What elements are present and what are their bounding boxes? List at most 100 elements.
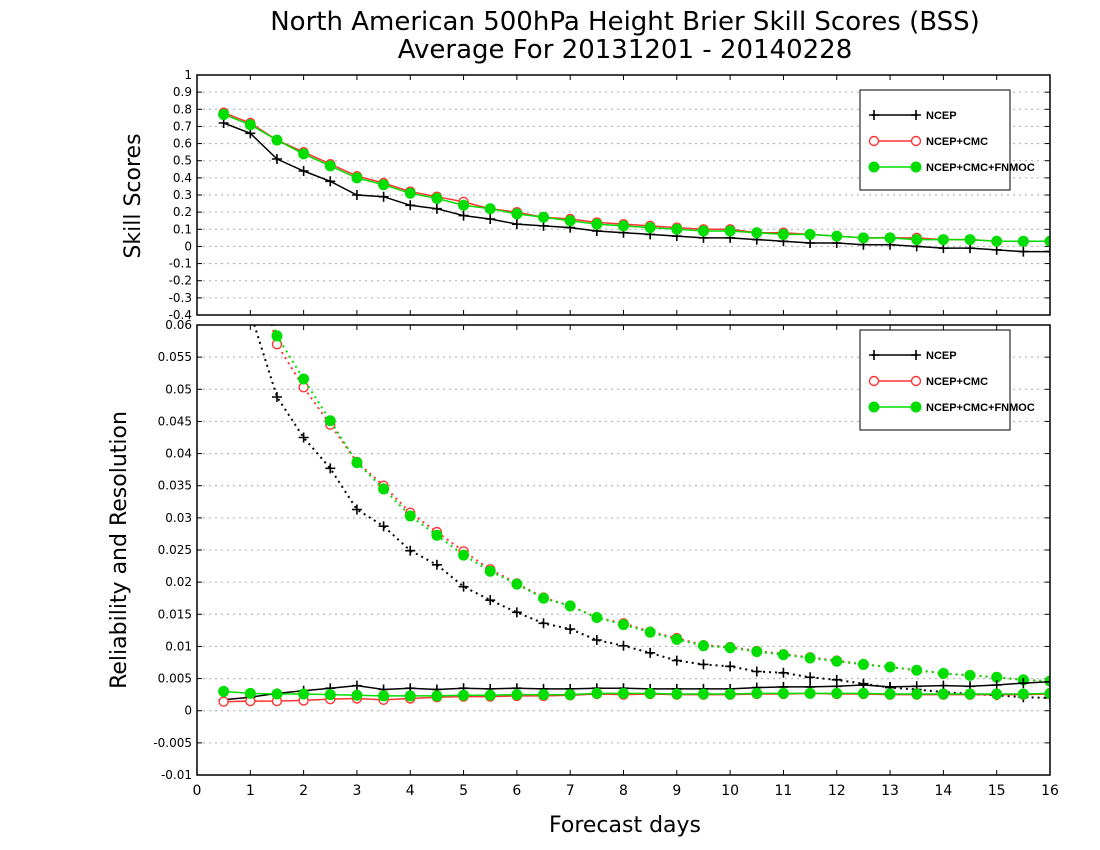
top-data-point xyxy=(298,166,309,176)
x-tick-label: 7 xyxy=(566,783,575,799)
top-data-point xyxy=(271,134,283,146)
bottom-data-point xyxy=(351,689,363,701)
x-tick-label: 1 xyxy=(246,783,255,799)
top-data-point xyxy=(244,119,256,131)
bottom-data-point xyxy=(964,688,976,700)
bottom-data-point xyxy=(645,647,656,658)
top-legend-label: NCEP+CMC xyxy=(926,136,988,148)
top-data-point xyxy=(485,214,496,224)
top-y-tick-label: 0.5 xyxy=(173,154,192,168)
bottom-data-point xyxy=(298,688,310,700)
bottom-legend-marker xyxy=(869,350,879,360)
bottom-data-point xyxy=(484,565,496,577)
top-data-point xyxy=(1017,235,1029,247)
bottom-data-point xyxy=(937,688,949,700)
bottom-data-point xyxy=(378,483,390,495)
bottom-data-point xyxy=(644,626,656,638)
top-data-point xyxy=(671,223,683,235)
bottom-y-tick-label: 0.035 xyxy=(158,479,192,493)
bottom-y-tick-label: -0.005 xyxy=(153,736,192,750)
bottom-data-point xyxy=(831,687,843,699)
bottom-y-tick-label: 0.025 xyxy=(158,543,192,557)
x-tick-label: 0 xyxy=(193,783,202,799)
bottom-y-tick-label: 0.01 xyxy=(165,639,192,653)
top-data-point xyxy=(298,148,310,160)
bottom-data-point xyxy=(1045,676,1050,687)
bottom-y-tick-label: 0 xyxy=(184,704,192,718)
bottom-data-point xyxy=(271,688,283,700)
bottom-data-point xyxy=(724,688,736,700)
bottom-series-line-ncep-cmc-fnmoc-resolution xyxy=(272,325,1050,683)
bottom-legend-label: NCEP xyxy=(926,350,957,362)
top-data-point xyxy=(591,218,603,230)
top-data-point xyxy=(991,235,1003,247)
top-data-point xyxy=(378,179,390,191)
bottom-data-point xyxy=(991,680,1002,690)
top-y-tick-label: 0 xyxy=(184,239,192,253)
bottom-data-point xyxy=(884,688,896,700)
top-data-point xyxy=(351,172,363,184)
bottom-data-point xyxy=(618,640,629,651)
bottom-data-point xyxy=(565,624,576,635)
top-y-tick-label: -0.3 xyxy=(169,291,192,305)
bottom-data-point xyxy=(219,128,228,137)
bottom-series-line-ncep-reliability xyxy=(223,681,1050,701)
reliability-resolution-panel: -0.01 -0.005 0 0.005 0.01 0.015 0.02 0.025 0.03 0… xyxy=(153,127,1059,799)
top-legend-marker xyxy=(910,161,922,173)
bottom-data-point xyxy=(458,689,470,701)
bottom-data-point xyxy=(991,688,1003,700)
bottom-legend-box xyxy=(859,329,1011,431)
bottom-data-point xyxy=(538,618,549,629)
top-y-tick-label: 0.8 xyxy=(173,102,192,116)
bottom-data-point xyxy=(778,667,789,678)
top-legend-marker xyxy=(911,110,921,120)
x-tick-label: 3 xyxy=(352,783,361,799)
skill-score-panel: -0.4 -0.3 -0.2 -0.1 0 0.1 0.2 0.3 0.4 0.5 0.6 0.7 0.… xyxy=(169,68,1051,322)
bottom-data-point xyxy=(404,690,416,702)
bottom-y-tick-label: 0.055 xyxy=(158,350,192,364)
bottom-data-point xyxy=(538,592,550,604)
top-data-point xyxy=(564,215,576,227)
x-tick-label: 11 xyxy=(775,783,793,799)
top-y-tick-label: 0.1 xyxy=(173,222,192,236)
top-y-tick-label: 1 xyxy=(184,68,192,82)
bottom-data-point xyxy=(484,689,496,701)
bottom-data-point xyxy=(591,612,603,623)
bottom-data-point xyxy=(325,463,336,474)
bottom-data-point xyxy=(805,672,816,683)
bottom-data-point xyxy=(298,432,309,443)
bottom-data-point xyxy=(219,191,229,201)
top-y-tick-label: -0.2 xyxy=(169,274,192,288)
top-data-point xyxy=(937,234,949,246)
bottom-data-point xyxy=(404,510,416,522)
top-legend-label: NCEP xyxy=(926,110,957,122)
top-y-tick-label: 0.4 xyxy=(173,171,192,185)
top-data-point xyxy=(751,227,763,239)
bottom-data-point xyxy=(219,127,229,137)
bottom-data-point xyxy=(378,690,390,702)
x-tick-label: 13 xyxy=(881,783,899,799)
bottom-data-point xyxy=(1044,687,1050,699)
bottom-y-tick-label: 0.03 xyxy=(165,511,192,525)
top-data-point xyxy=(404,187,416,199)
bottom-legend-label: NCEP+CMC xyxy=(926,376,988,388)
bottom-data-point xyxy=(564,600,576,612)
top-y-tick-label: 0.7 xyxy=(173,119,192,133)
top-data-point xyxy=(1044,235,1050,247)
bottom-y-tick-label: -0.01 xyxy=(161,768,192,782)
chart-subtitle: Average For 20131201 - 20140228 xyxy=(398,35,853,65)
top-data-point xyxy=(271,154,282,164)
bottom-data-point xyxy=(511,607,522,618)
bottom-legend-marker xyxy=(868,401,880,413)
x-axis-label: Forecast days xyxy=(549,813,701,838)
top-data-point xyxy=(724,225,736,237)
bottom-data-point xyxy=(804,687,816,699)
bottom-legend-marker xyxy=(911,350,921,360)
bottom-legend-marker xyxy=(910,375,922,387)
top-y-tick-label: 0.6 xyxy=(173,137,192,151)
bottom-legend-label: NCEP+CMC+FNMOC xyxy=(926,402,1035,414)
bottom-data-point xyxy=(511,689,523,701)
top-data-point xyxy=(618,220,629,232)
top-data-point xyxy=(218,108,230,120)
